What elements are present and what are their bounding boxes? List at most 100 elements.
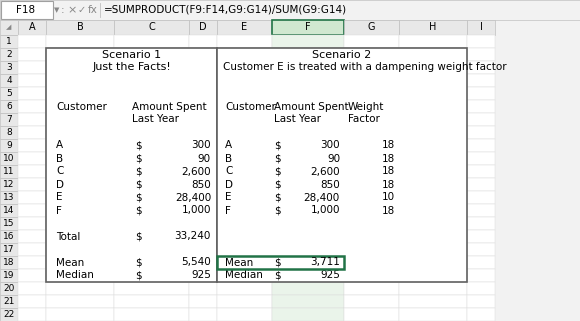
- Bar: [46, 165, 114, 178]
- Bar: [189, 48, 217, 61]
- Bar: [0, 74, 18, 87]
- Bar: [272, 295, 344, 308]
- Bar: [46, 217, 114, 230]
- Bar: [344, 191, 399, 204]
- Text: F: F: [225, 205, 231, 215]
- Bar: [467, 204, 495, 217]
- Bar: [467, 35, 495, 48]
- Bar: [344, 269, 399, 282]
- Bar: [272, 100, 344, 113]
- Text: C: C: [148, 22, 155, 32]
- Bar: [18, 204, 46, 217]
- Bar: [114, 20, 189, 35]
- Text: Weight: Weight: [348, 101, 385, 111]
- Bar: [399, 204, 467, 217]
- Bar: [18, 230, 46, 243]
- Bar: [344, 243, 399, 256]
- Bar: [272, 191, 344, 204]
- Text: 22: 22: [3, 310, 15, 319]
- Text: 300: 300: [320, 141, 340, 151]
- Bar: [344, 48, 399, 61]
- Text: 10: 10: [3, 154, 15, 163]
- Text: ✓: ✓: [78, 5, 86, 15]
- Bar: [0, 282, 18, 295]
- Bar: [272, 217, 344, 230]
- Bar: [344, 282, 399, 295]
- Text: 300: 300: [191, 141, 211, 151]
- Text: 12: 12: [3, 180, 15, 189]
- Bar: [0, 165, 18, 178]
- Bar: [272, 87, 344, 100]
- Bar: [272, 126, 344, 139]
- Bar: [399, 243, 467, 256]
- Bar: [467, 139, 495, 152]
- Bar: [46, 126, 114, 139]
- Bar: [18, 35, 46, 48]
- Bar: [272, 61, 344, 74]
- Bar: [344, 126, 399, 139]
- Bar: [217, 204, 272, 217]
- Bar: [467, 152, 495, 165]
- Bar: [399, 100, 467, 113]
- Bar: [467, 61, 495, 74]
- Bar: [0, 35, 18, 48]
- Bar: [46, 61, 114, 74]
- Bar: [18, 178, 46, 191]
- Bar: [18, 20, 46, 35]
- Text: 18: 18: [382, 167, 395, 177]
- Text: 850: 850: [320, 179, 340, 189]
- Bar: [114, 204, 189, 217]
- Bar: [467, 178, 495, 191]
- Bar: [46, 191, 114, 204]
- Bar: [399, 20, 467, 35]
- Bar: [114, 269, 189, 282]
- Bar: [114, 308, 189, 321]
- Text: H: H: [429, 22, 437, 32]
- Bar: [217, 61, 272, 74]
- Bar: [344, 113, 399, 126]
- Bar: [344, 152, 399, 165]
- Text: 21: 21: [3, 297, 15, 306]
- Bar: [0, 230, 18, 243]
- Bar: [46, 308, 114, 321]
- Bar: [46, 48, 114, 61]
- Bar: [467, 191, 495, 204]
- Bar: [0, 20, 18, 35]
- Bar: [467, 74, 495, 87]
- Bar: [0, 191, 18, 204]
- Bar: [0, 100, 18, 113]
- Bar: [18, 152, 46, 165]
- Bar: [114, 217, 189, 230]
- Text: 5: 5: [6, 89, 12, 98]
- Bar: [0, 256, 18, 269]
- Bar: [46, 74, 114, 87]
- Bar: [114, 48, 189, 61]
- Bar: [46, 230, 114, 243]
- Bar: [0, 0, 580, 20]
- Bar: [114, 256, 189, 269]
- Bar: [399, 61, 467, 74]
- Bar: [18, 191, 46, 204]
- Bar: [344, 178, 399, 191]
- Bar: [217, 74, 272, 87]
- Text: D: D: [199, 22, 207, 32]
- Bar: [114, 35, 189, 48]
- Text: $: $: [274, 179, 281, 189]
- Bar: [399, 230, 467, 243]
- Bar: [467, 269, 495, 282]
- Text: $: $: [135, 153, 142, 163]
- Bar: [114, 152, 189, 165]
- Bar: [217, 230, 272, 243]
- Bar: [18, 282, 46, 295]
- Text: 6: 6: [6, 102, 12, 111]
- Text: Median: Median: [56, 271, 94, 281]
- Text: ▼: ▼: [55, 7, 60, 13]
- Bar: [467, 100, 495, 113]
- Bar: [272, 230, 344, 243]
- Bar: [0, 308, 18, 321]
- Bar: [189, 243, 217, 256]
- Bar: [46, 113, 114, 126]
- Bar: [189, 178, 217, 191]
- Bar: [217, 256, 344, 269]
- Bar: [114, 61, 189, 74]
